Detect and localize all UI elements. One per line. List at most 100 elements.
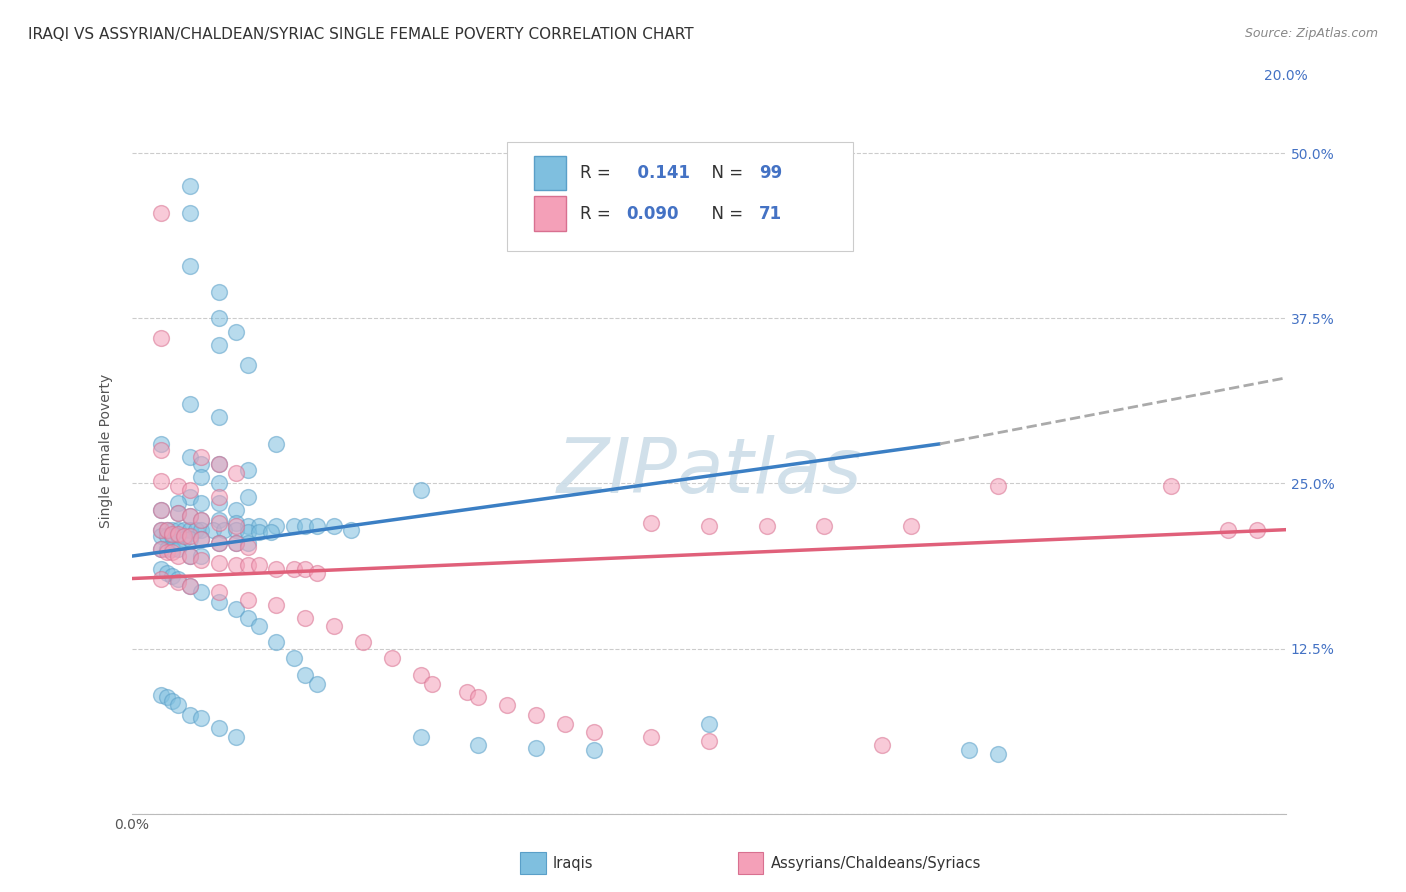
Text: 0.141: 0.141: [626, 164, 690, 182]
Point: [190, 711, 212, 725]
Point: [582, 724, 605, 739]
Text: 99: 99: [759, 164, 782, 182]
Point: [179, 532, 201, 546]
Point: [208, 338, 231, 352]
Point: [266, 518, 288, 533]
Point: [179, 490, 201, 504]
Point: [149, 437, 172, 451]
Point: [352, 635, 374, 649]
Point: [496, 698, 519, 713]
Point: [305, 566, 328, 581]
Point: [225, 602, 247, 616]
Point: [149, 503, 172, 517]
Point: [409, 730, 432, 744]
Point: [167, 526, 190, 541]
Y-axis label: Single Female Poverty: Single Female Poverty: [100, 374, 114, 527]
Point: [167, 523, 190, 537]
Point: [986, 479, 1008, 493]
Point: [323, 619, 346, 633]
Point: [236, 463, 259, 477]
Point: [582, 743, 605, 757]
Point: [208, 556, 231, 570]
Point: [986, 747, 1008, 761]
Text: R =: R =: [579, 164, 616, 182]
Point: [409, 483, 432, 497]
Point: [283, 562, 305, 576]
Point: [247, 518, 270, 533]
Point: [236, 540, 259, 554]
Point: [208, 457, 231, 471]
Point: [179, 206, 201, 220]
Point: [173, 529, 195, 543]
Point: [236, 558, 259, 573]
Point: [236, 525, 259, 540]
Point: [149, 523, 172, 537]
Point: [179, 707, 201, 722]
Point: [294, 611, 316, 625]
Point: [149, 562, 172, 576]
Point: [323, 518, 346, 533]
Point: [697, 734, 720, 748]
Point: [266, 437, 288, 451]
Point: [236, 592, 259, 607]
Point: [305, 677, 328, 691]
Point: [900, 518, 922, 533]
Point: [167, 572, 190, 586]
Point: [208, 311, 231, 326]
Point: [162, 542, 184, 557]
Point: [190, 584, 212, 599]
Point: [697, 716, 720, 731]
Point: [149, 529, 172, 543]
Point: [162, 529, 184, 543]
Point: [208, 490, 231, 504]
Text: 71: 71: [759, 205, 782, 223]
Text: N =: N =: [702, 205, 748, 223]
Point: [149, 474, 172, 488]
Point: [208, 496, 231, 510]
Point: [167, 479, 190, 493]
Point: [340, 523, 363, 537]
Point: [179, 259, 201, 273]
Point: [149, 542, 172, 557]
Point: [149, 688, 172, 702]
Point: [225, 516, 247, 530]
Point: [190, 532, 212, 546]
Point: [179, 483, 201, 497]
Point: [208, 536, 231, 550]
Point: [162, 523, 184, 537]
Point: [697, 518, 720, 533]
Point: [208, 595, 231, 609]
Point: [294, 668, 316, 682]
Point: [225, 523, 247, 537]
Point: [247, 619, 270, 633]
Point: [149, 523, 172, 537]
Point: [294, 562, 316, 576]
Text: Source: ZipAtlas.com: Source: ZipAtlas.com: [1244, 27, 1378, 40]
Point: [524, 707, 547, 722]
FancyBboxPatch shape: [534, 196, 567, 231]
Point: [167, 496, 190, 510]
Point: [190, 523, 212, 537]
Point: [294, 518, 316, 533]
Point: [225, 558, 247, 573]
Point: [259, 525, 281, 540]
Point: [190, 470, 212, 484]
Point: [640, 730, 662, 744]
Point: [420, 677, 443, 691]
Point: [162, 694, 184, 708]
Point: [167, 575, 190, 590]
Point: [225, 466, 247, 480]
Point: [156, 542, 179, 557]
Point: [190, 496, 212, 510]
Point: [236, 611, 259, 625]
Point: [190, 532, 212, 546]
Point: [179, 579, 201, 593]
Point: [524, 740, 547, 755]
Text: Iraqis: Iraqis: [553, 855, 593, 871]
Text: R =: R =: [579, 205, 616, 223]
Point: [208, 285, 231, 299]
Point: [167, 542, 190, 557]
Point: [208, 721, 231, 735]
Point: [236, 490, 259, 504]
Point: [225, 536, 247, 550]
